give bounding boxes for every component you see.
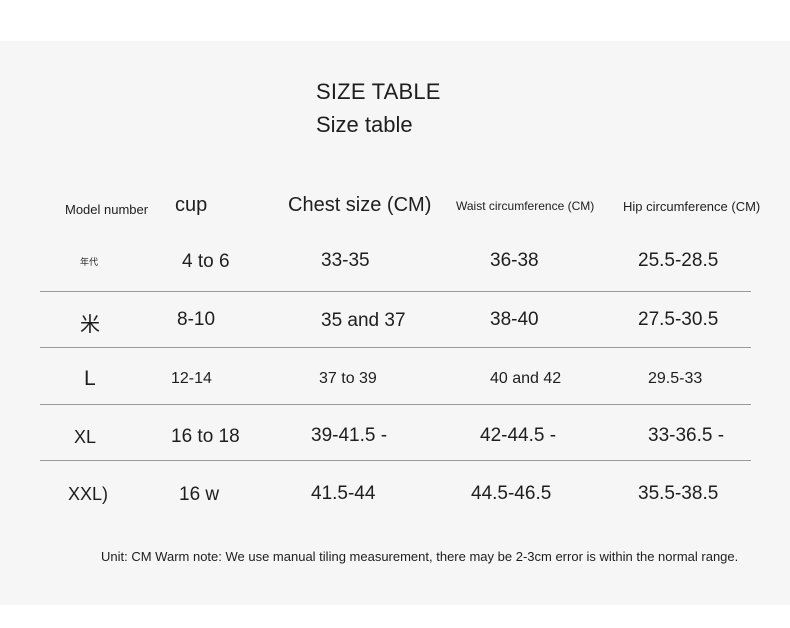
row-3-hip: 29.5-33 xyxy=(648,370,703,387)
row-3-chest: 37 to 39 xyxy=(319,370,377,387)
row-1-chest: 33-35 xyxy=(321,250,370,271)
content-panel xyxy=(0,41,790,605)
page-title: SIZE TABLE xyxy=(316,79,441,104)
row-4-cup: 16 to 18 xyxy=(171,426,240,447)
header-hip-circumference: Hip circumference (CM) xyxy=(623,199,761,214)
row-2-waist: 38-40 xyxy=(490,309,539,330)
row-4-hip: 33-36.5 - xyxy=(648,425,725,446)
row-2-hip: 27.5-30.5 xyxy=(638,309,719,330)
row-5-hip: 35.5-38.5 xyxy=(638,483,719,504)
row-2-cup: 8-10 xyxy=(177,309,216,330)
row-1-hip: 25.5-28.5 xyxy=(638,250,719,271)
row-5-cup: 16 w xyxy=(179,484,220,505)
row-2-model: 米 xyxy=(80,314,100,336)
row-3-waist: 40 and 42 xyxy=(490,370,562,387)
row-divider xyxy=(40,291,751,292)
row-divider xyxy=(40,404,751,405)
row-1-waist: 36-38 xyxy=(490,250,539,271)
row-divider xyxy=(40,347,751,348)
header-chest-size: Chest size (CM) xyxy=(288,194,432,216)
row-1-model: 年代 xyxy=(80,257,99,267)
row-4-chest: 39-41.5 - xyxy=(311,425,388,446)
header-model-number: Model number xyxy=(65,202,149,217)
row-5-chest: 41.5-44 xyxy=(311,483,376,504)
row-4-model: XL xyxy=(74,427,97,447)
header-waist-circumference: Waist circumference (CM) xyxy=(456,199,595,213)
row-3-model: L xyxy=(84,367,96,390)
row-4-waist: 42-44.5 - xyxy=(480,425,557,446)
page-subtitle: Size table xyxy=(316,112,413,137)
row-1-cup: 4 to 6 xyxy=(182,251,230,272)
row-2-chest: 35 and 37 xyxy=(321,310,406,331)
row-5-model: XXL) xyxy=(68,484,109,504)
row-5-waist: 44.5-46.5 xyxy=(471,483,552,504)
row-divider xyxy=(40,460,751,461)
measurement-note: Unit: CM Warm note: We use manual tiling… xyxy=(101,549,739,564)
header-cup: cup xyxy=(175,194,208,216)
row-3-cup: 12-14 xyxy=(171,370,212,387)
